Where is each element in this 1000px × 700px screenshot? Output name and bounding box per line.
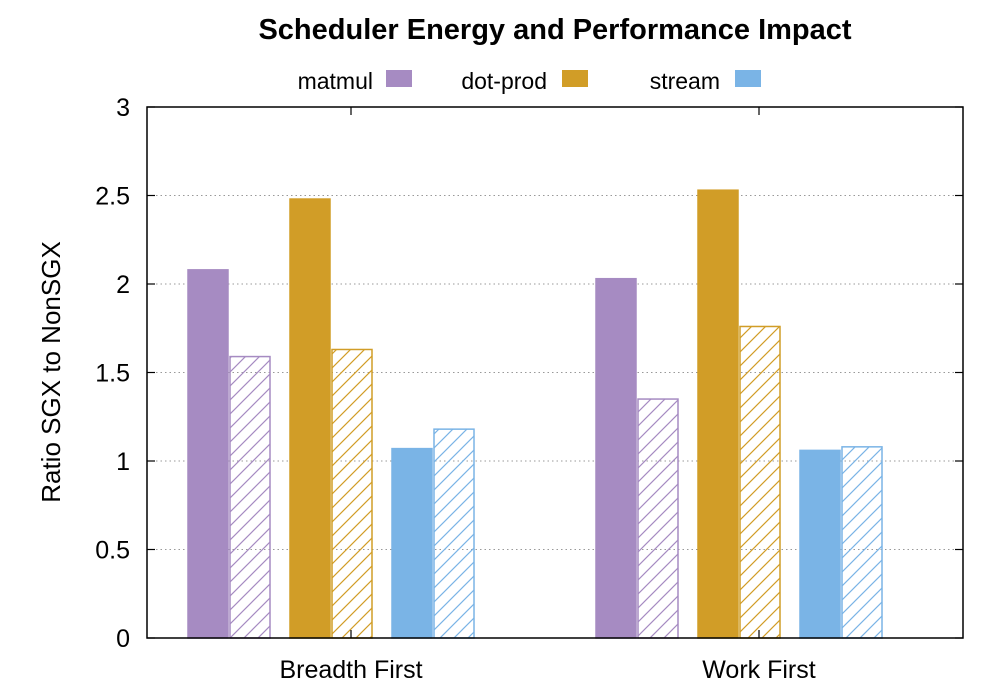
legend-label-dot-prod: dot-prod — [461, 68, 547, 94]
bar-matmul-hatched — [637, 398, 679, 639]
y-tick-label: 0 — [116, 625, 130, 653]
y-tick-label: 3 — [116, 94, 130, 122]
bar-dot-prod-hatched — [739, 325, 781, 639]
legend-label-stream: stream — [650, 68, 720, 94]
bar-stream-hatched — [433, 428, 475, 639]
x-category-label: Breadth First — [279, 656, 422, 684]
bar-stream-solid — [799, 449, 841, 639]
x-category-label: Work First — [702, 656, 815, 684]
legend: matmul dot-prod stream — [298, 68, 761, 94]
bar-matmul-hatched — [229, 355, 271, 639]
x-axis-ticks: Breadth First Work First — [279, 107, 816, 684]
legend-label-matmul: matmul — [298, 68, 373, 94]
y-tick-label: 2.5 — [95, 183, 130, 211]
legend-swatch-dot-prod — [562, 70, 588, 87]
bar-dot-prod-solid — [289, 198, 331, 639]
y-tick-label: 1.5 — [95, 360, 130, 388]
legend-swatch-stream — [735, 70, 761, 87]
y-tick-label: 1 — [116, 448, 130, 476]
bar-matmul-solid — [595, 277, 637, 639]
y-axis-label: Ratio SGX to NonSGX — [36, 241, 66, 503]
bar-stream-solid — [391, 447, 433, 639]
y-tick-label: 0.5 — [95, 537, 130, 565]
y-tick-label: 2 — [116, 271, 130, 299]
bar-matmul-solid — [187, 269, 229, 639]
legend-swatch-matmul — [386, 70, 412, 87]
bar-stream-hatched — [841, 446, 883, 639]
y-axis-ticks: 0 0.5 1 1.5 2 2.5 3 — [95, 94, 963, 653]
chart-title: Scheduler Energy and Performance Impact — [258, 14, 851, 46]
bars — [187, 189, 883, 639]
bar-dot-prod-solid — [697, 189, 739, 639]
bar-dot-prod-hatched — [331, 348, 373, 639]
